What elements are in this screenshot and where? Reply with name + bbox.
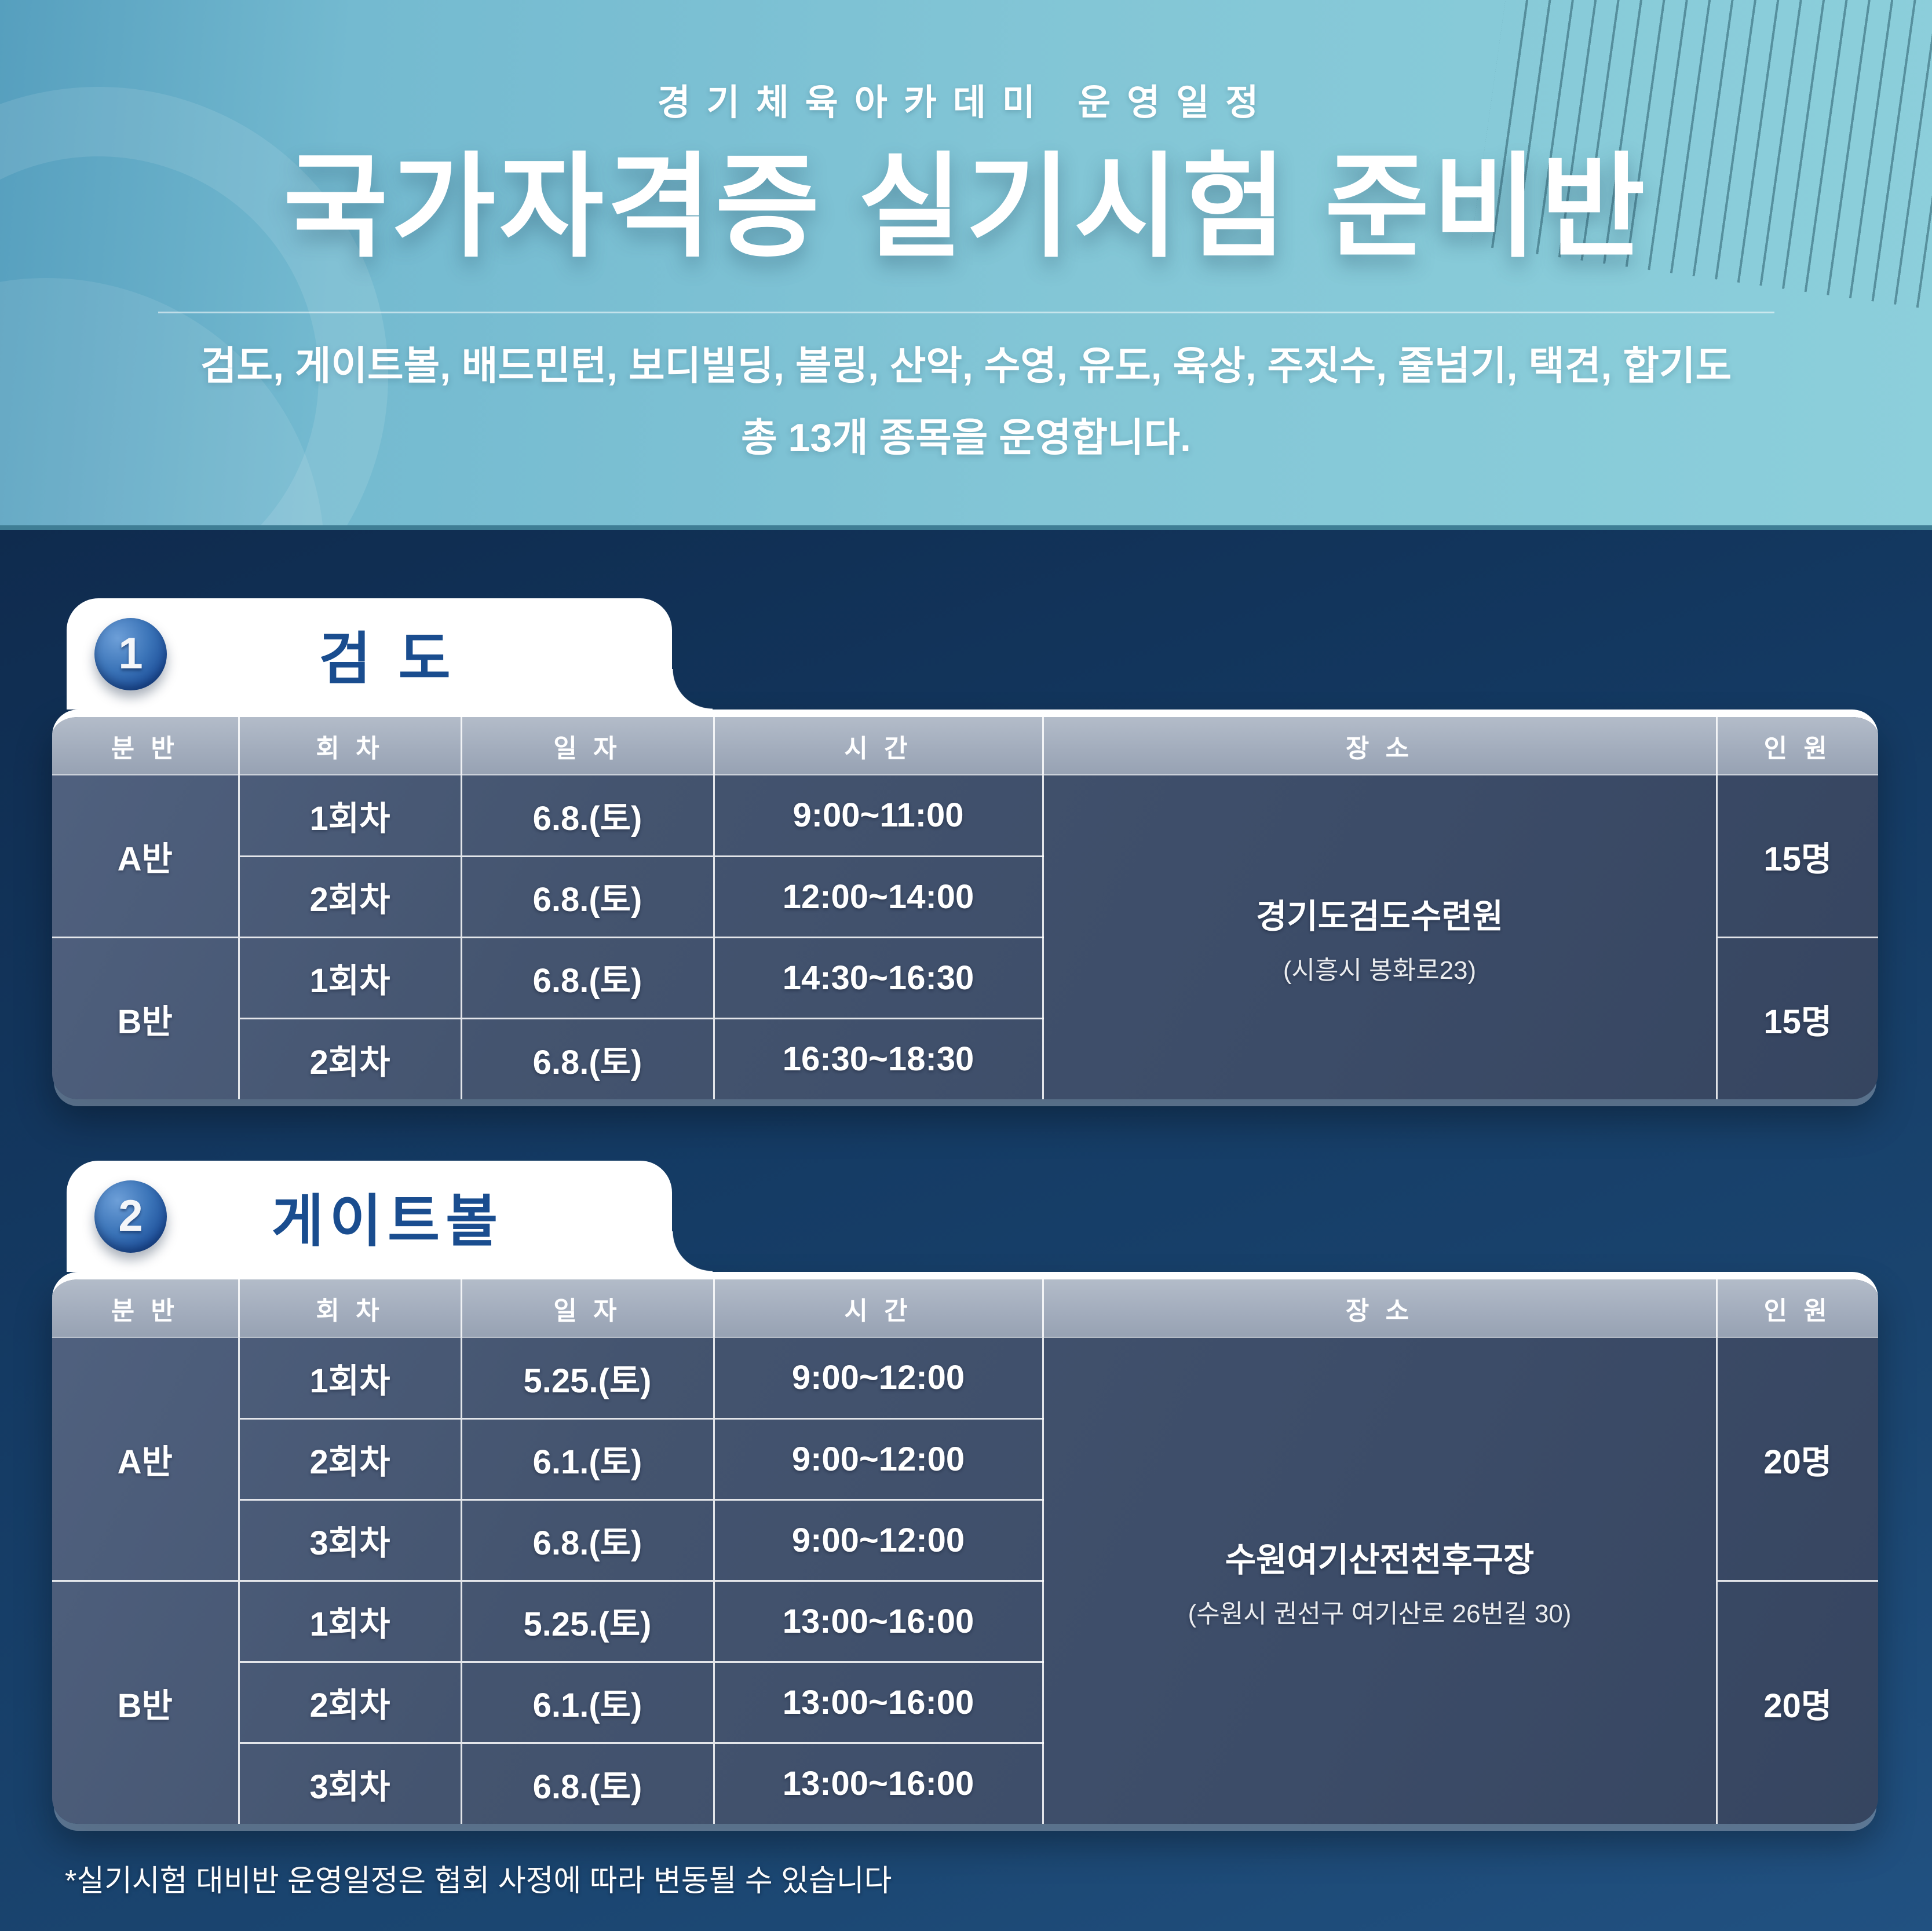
gateball-table: 분 반 회 차 일 자 시 간 장 소 인 원 A반 1회차 5.25.(토) — [52, 1279, 1878, 1824]
date-cell: 6.8.(토) — [460, 855, 714, 937]
section-gateball-tab: 2 게이트볼 — [67, 1161, 713, 1272]
session-cell: 3회차 — [238, 1498, 461, 1581]
section-1-badge: 1 — [94, 617, 167, 690]
date-cell: 6.8.(토) — [460, 936, 714, 1018]
capacity-cell: 20명 — [1715, 1337, 1878, 1581]
time-cell: 9:00~12:00 — [713, 1337, 1043, 1418]
venue-cell: 수원여기산전천후구장 (수원시 권선구 여기산로 26번길 30) — [1042, 1337, 1716, 1824]
section-boundary-line — [0, 525, 1932, 530]
col-header-time: 시 간 — [713, 1279, 1043, 1338]
date-cell: 5.25.(토) — [460, 1337, 714, 1418]
capacity-cell: 20명 — [1715, 1579, 1878, 1824]
section-kendo-title: 검 도 — [319, 627, 456, 690]
venue-name: 수원여기산전천후구장 — [1225, 1541, 1535, 1579]
subtitle-sports-list: 검도, 게이트볼, 배드민턴, 보디빌딩, 볼링, 산악, 수영, 유도, 육상… — [200, 344, 1732, 388]
venue-name: 경기도검도수련원 — [1256, 897, 1503, 935]
time-cell: 13:00~16:00 — [713, 1579, 1043, 1662]
group-name: B반 — [52, 936, 239, 1099]
gateball-header-row: 분 반 회 차 일 자 시 간 장 소 인 원 — [52, 1279, 1878, 1338]
col-header-date: 일 자 — [460, 1279, 714, 1338]
table-row: A반 1회차 6.8.(토) 9:00~11:00 경기도검도수련원 (시흥시 … — [52, 775, 1878, 1099]
time-cell: 12:00~14:00 — [713, 855, 1043, 937]
venue-cell: 경기도검도수련원 (시흥시 봉화로23) — [1042, 775, 1716, 1099]
session-cell: 1회차 — [238, 936, 461, 1018]
date-cell: 6.8.(토) — [460, 775, 714, 856]
time-cell: 16:30~18:30 — [713, 1017, 1043, 1099]
table-row: A반 1회차 5.25.(토) 9:00~12:00 수원여기산전천후구장 (수… — [52, 1337, 1878, 1824]
header-section: 경기체육아카데미 운영일정 국가자격증 실기시험 준비반 검도, 게이트볼, 배… — [0, 0, 1932, 525]
page-title: 국가자격증 실기시험 준비반 — [283, 144, 1649, 270]
time-cell: 14:30~16:30 — [713, 936, 1043, 1018]
time-cell: 9:00~12:00 — [713, 1417, 1043, 1500]
session-cell: 2회차 — [238, 1017, 461, 1099]
table-row: 2회차 6.8.(토) 16:30~18:30 — [52, 1017, 1878, 1099]
kendo-header-row: 분 반 회 차 일 자 시 간 장 소 인 원 — [52, 717, 1878, 776]
col-header-date: 일 자 — [460, 717, 714, 776]
table-row: 2회차 6.8.(토) 12:00~14:00 — [52, 855, 1878, 937]
table-row: B반 1회차 6.8.(토) 14:30~16:30 15명 — [52, 936, 1878, 1099]
section-2-badge: 2 — [94, 1180, 167, 1253]
col-header-class: 분 반 — [52, 717, 239, 776]
table-row: B반 1회차 5.25.(토) 13:00~16:00 20명 — [52, 1579, 1878, 1824]
title-divider — [158, 312, 1774, 313]
session-cell: 3회차 — [238, 1742, 461, 1824]
subtitle: 검도, 게이트볼, 배드민턴, 보디빌딩, 볼링, 산악, 수영, 유도, 육상… — [0, 337, 1932, 467]
section-1-number: 1 — [118, 629, 143, 678]
col-header-capacity: 인 원 — [1715, 717, 1878, 776]
capacity-cell: 15명 — [1715, 775, 1878, 937]
session-cell: 1회차 — [238, 1337, 461, 1418]
venue-address: (시흥시 봉화로23) — [1283, 956, 1477, 985]
section-2-number: 2 — [118, 1191, 143, 1241]
kendo-table-card: 분 반 회 차 일 자 시 간 장 소 인 원 A반 1회차 6.8.(토) — [52, 710, 1878, 1099]
group-name: A반 — [117, 1443, 173, 1481]
session-cell: 1회차 — [238, 1579, 461, 1662]
date-cell: 6.8.(토) — [460, 1498, 714, 1581]
kicker-text: 경기체육아카데미 운영일정 — [657, 83, 1275, 123]
session-cell: 1회차 — [238, 775, 461, 856]
session-cell: 2회차 — [238, 1661, 461, 1743]
date-cell: 6.1.(토) — [460, 1661, 714, 1743]
table-row: 2회차 6.1.(토) 13:00~16:00 — [52, 1661, 1878, 1743]
table-row: 3회차 6.8.(토) 13:00~16:00 — [52, 1742, 1878, 1824]
time-cell: 13:00~16:00 — [713, 1742, 1043, 1824]
col-header-capacity: 인 원 — [1715, 1279, 1878, 1338]
section-gateball-title: 게이트볼 — [271, 1189, 504, 1253]
schedule-section: 1 검 도 분 반 회 차 일 자 시 간 — [0, 530, 1932, 1931]
subtitle-total-count: 총 13개 종목을 운영합니다. — [741, 416, 1191, 460]
gateball-table-card: 분 반 회 차 일 자 시 간 장 소 인 원 A반 1회차 5.25.(토) — [52, 1272, 1878, 1824]
time-cell: 9:00~12:00 — [713, 1498, 1043, 1581]
col-header-place: 장 소 — [1042, 717, 1716, 776]
venue-address: (수원시 권선구 여기산로 26번길 30) — [1188, 1599, 1572, 1628]
table-row: 2회차 6.1.(토) 9:00~12:00 — [52, 1417, 1878, 1500]
col-header-session: 회 차 — [238, 717, 461, 776]
footer-disclaimer: *실기시험 대비반 운영일정은 협회 사정에 따라 변동될 수 있습니다 — [65, 1864, 892, 1898]
capacity-cell: 15명 — [1715, 936, 1878, 1099]
col-header-place: 장 소 — [1042, 1279, 1716, 1338]
time-cell: 9:00~11:00 — [713, 775, 1043, 856]
section-kendo-tab: 1 검 도 — [67, 598, 713, 710]
session-cell: 2회차 — [238, 1417, 461, 1500]
table-row: 3회차 6.8.(토) 9:00~12:00 — [52, 1498, 1878, 1581]
date-cell: 5.25.(토) — [460, 1579, 714, 1662]
group-name: B반 — [52, 1579, 239, 1824]
session-cell: 2회차 — [238, 855, 461, 937]
section-gateball: 2 게이트볼 분 반 회 차 일 자 시 간 — [0, 1161, 1932, 1824]
col-header-session: 회 차 — [238, 1279, 461, 1338]
col-header-class: 분 반 — [52, 1279, 239, 1338]
date-cell: 6.1.(토) — [460, 1417, 714, 1500]
date-cell: 6.8.(토) — [460, 1017, 714, 1099]
group-name: A반 — [117, 840, 173, 878]
col-header-time: 시 간 — [713, 717, 1043, 776]
time-cell: 13:00~16:00 — [713, 1661, 1043, 1743]
kendo-table: 분 반 회 차 일 자 시 간 장 소 인 원 A반 1회차 6.8.(토) — [52, 717, 1878, 1099]
date-cell: 6.8.(토) — [460, 1742, 714, 1824]
section-kendo: 1 검 도 분 반 회 차 일 자 시 간 — [0, 598, 1932, 1099]
